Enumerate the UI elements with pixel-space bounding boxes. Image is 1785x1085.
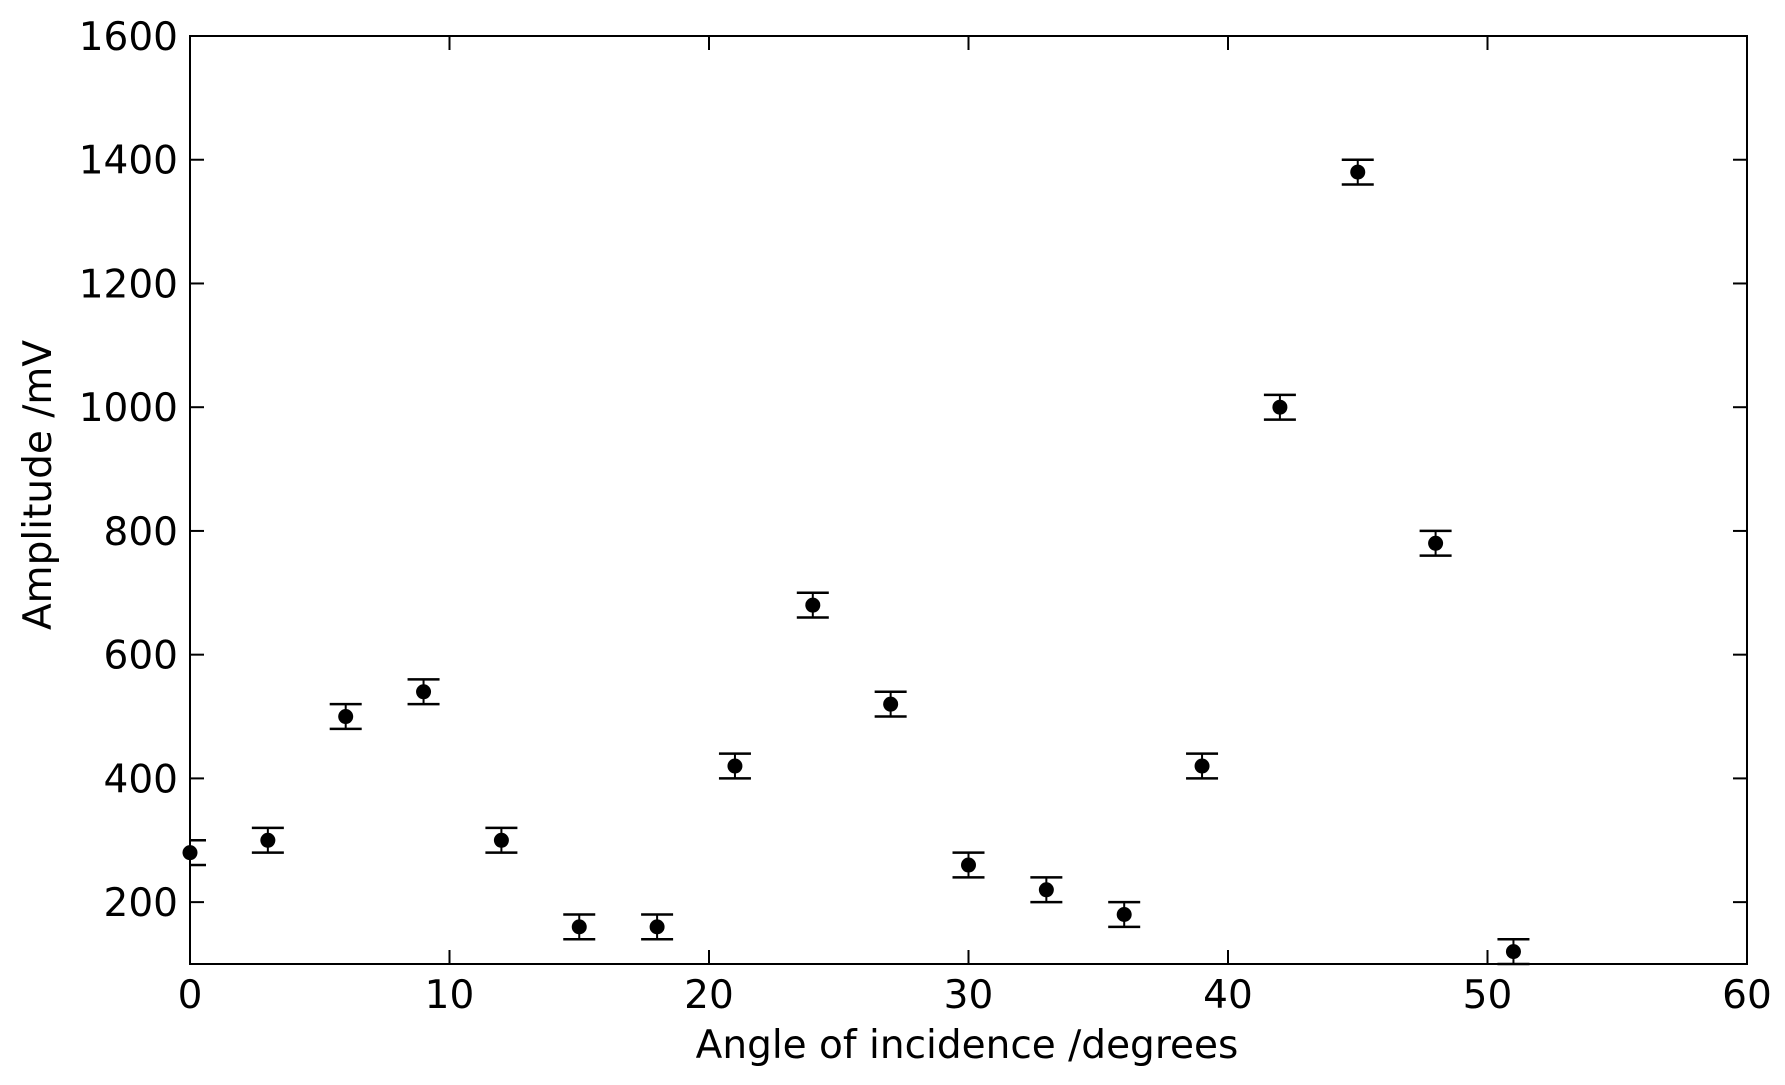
- data-point: [1497, 938, 1530, 966]
- point-marker: [727, 758, 743, 774]
- point-marker: [1194, 758, 1210, 774]
- y-tick-label: 1600: [79, 15, 178, 60]
- data-point: [182, 839, 206, 867]
- data-point: [251, 826, 284, 854]
- plot-frame: [189, 35, 1748, 965]
- x-tick-label: 50: [1463, 973, 1513, 1018]
- data-points: [182, 158, 1530, 966]
- data-point: [485, 826, 518, 854]
- point-marker: [649, 919, 665, 935]
- data-point: [407, 678, 440, 706]
- data-point: [329, 702, 362, 731]
- x-tick-label: 40: [1203, 973, 1253, 1018]
- tick-labels: 0 10 20 30 40 50 60 200 400 600 800 1000 1200 1400 160…: [79, 15, 1772, 1018]
- y-tick-label: 1000: [79, 386, 178, 431]
- data-point: [641, 913, 674, 941]
- data-point: [874, 690, 907, 718]
- x-tick-label: 10: [425, 973, 475, 1018]
- y-tick-label: 800: [104, 510, 178, 555]
- data-point: [563, 913, 596, 941]
- x-tick-label: 20: [684, 973, 734, 1018]
- data-point: [796, 591, 829, 619]
- data-point: [1108, 900, 1141, 929]
- point-marker: [1505, 944, 1521, 960]
- point-marker: [961, 857, 976, 873]
- point-marker: [571, 919, 587, 935]
- x-axis-label: Angle of incidence /degrees: [696, 1023, 1239, 1068]
- data-point: [1263, 393, 1296, 421]
- data-point: [718, 752, 751, 780]
- y-tick-label: 400: [104, 757, 178, 802]
- point-marker: [1116, 907, 1132, 923]
- point-marker: [260, 832, 276, 848]
- point-marker: [493, 832, 509, 848]
- data-point: [1186, 752, 1219, 780]
- data-point: [1341, 158, 1374, 186]
- x-tick-label: 60: [1722, 973, 1772, 1018]
- point-marker: [1428, 535, 1444, 551]
- x-tick-label: 0: [178, 973, 203, 1018]
- data-point: [1030, 876, 1063, 904]
- y-tick-label: 600: [104, 634, 178, 679]
- point-marker: [416, 684, 432, 700]
- y-axis-label: Amplitude /mV: [16, 340, 61, 630]
- point-marker: [1272, 399, 1288, 415]
- point-marker: [338, 709, 354, 725]
- point-marker: [805, 597, 821, 613]
- y-tick-label: 1200: [79, 262, 178, 307]
- x-tick-label: 30: [944, 973, 994, 1018]
- data-point: [1419, 529, 1452, 557]
- axis-ticks: [189, 35, 1748, 964]
- y-tick-label: 200: [104, 881, 178, 926]
- y-tick-label: 1400: [79, 139, 178, 184]
- data-point: [952, 851, 985, 879]
- point-marker: [1350, 164, 1366, 180]
- point-marker: [883, 696, 899, 712]
- point-marker: [1038, 882, 1054, 898]
